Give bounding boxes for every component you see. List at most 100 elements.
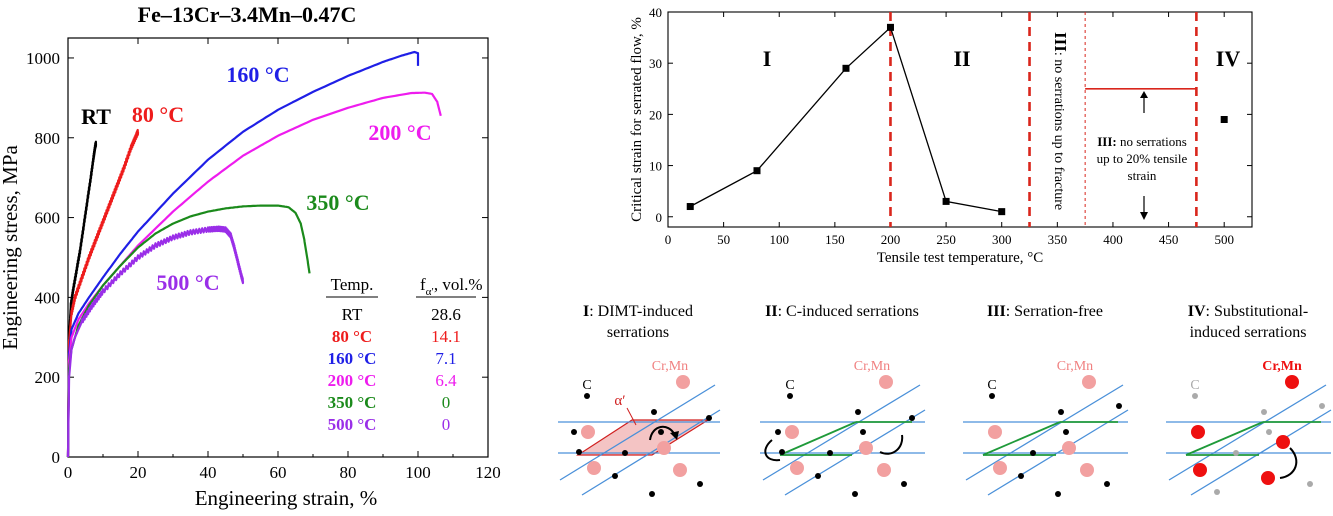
table-fraction-cell: 0 [442,415,451,434]
table-fraction-cell: 7.1 [435,349,456,368]
cr-mn-atoms [1191,375,1299,485]
schematic-panel-IV: C Cr,Mn [1166,359,1332,496]
region-III-note-line1: III: no serrations [1097,134,1187,149]
left-chart-curves [66,50,442,458]
right-x-axis-label: Tensile test temperature, °C [877,250,1044,266]
schematic-I-title: I: DIMT-induced [583,303,693,320]
left-x-axis-label: Engineering strain, % [195,486,378,510]
y-tick-label: 20 [649,107,662,122]
schematic-III-title: III: Serration-free [987,303,1103,320]
critical-strain-point [686,203,694,211]
x-tick-label: 300 [992,232,1012,247]
schematic-III-title-bold: III [987,303,1006,320]
curve-label-RT: RT [81,104,111,129]
carbon-atoms [571,393,712,497]
cr-mn-atoms [785,375,893,477]
x-tick-label: 100 [405,463,431,482]
y-tick-label: 40 [649,5,662,20]
cr-mn-label: Cr,Mn [1262,359,1302,374]
x-tick-label: 80 [340,463,357,482]
curve-label-500: 500 °C [156,270,219,295]
table-temp-cell: RT [342,305,363,324]
y-tick-label: 400 [35,288,61,307]
slip-planes [1166,384,1332,496]
schematic-I-title-bold: I [583,303,589,320]
x-tick-label: 120 [475,463,501,482]
table-fraction-cell: 14.1 [431,327,461,346]
critical-strain-chart: 0 50 100 150 200 250 300 350 400 450 500 0 10 20 30 40 T… [629,5,1253,266]
table-temp-cell: 160 °C [328,349,377,368]
region-label-I: I [763,46,772,71]
right-chart-series [686,23,1228,216]
x-tick-label: 50 [717,232,730,247]
carbon-atoms [1192,393,1325,495]
alpha-prime-region [575,419,711,456]
carbon-label: C [1190,378,1199,393]
x-tick-label: 0 [665,232,672,247]
schematic-II-title-text: : C-induced serrations [778,303,919,320]
schematic-IV-title-line2: induced serrations [1190,324,1307,341]
region-label-II: II [953,46,970,71]
curve-label-80: 80 °C [132,102,184,127]
schematic-I-title-line2: serrations [607,324,669,341]
schematic-III-title-text: : Serration-free [1006,303,1103,320]
table-header-fraction-unit: , vol.% [434,275,483,294]
schematic-IV-title-bold: IV [1188,303,1206,320]
y-tick-label: 200 [35,368,61,387]
table-temp-cell: 350 °C [328,393,377,412]
x-tick-label: 20 [130,463,147,482]
cr-mn-atoms [581,375,690,477]
curve-80 [66,128,140,458]
schematic-II-title-bold: II [765,303,777,320]
table-fraction-cell: 0 [442,393,451,412]
table-header-fraction-sub: α′ [426,286,434,298]
cr-mn-atoms [988,375,1096,477]
left-plot-frame [67,37,489,458]
right-plot-frame [667,11,1253,228]
right-chart-axes: 0 50 100 150 200 250 300 350 400 450 500 0 10 20 30 40 T… [629,5,1253,266]
carbon-label: C [987,378,996,393]
schematic-panel-III: C Cr,Mn [963,359,1129,497]
slip-planes [760,384,926,496]
curve-200 [66,91,442,458]
left-chart-title: Fe–13Cr–3.4Mn–0.47C [138,2,357,27]
alpha-prime-pointer [626,407,637,426]
schematic-I-title-text: : DIMT-induced [589,303,693,320]
region-III-note-bold: III: [1097,134,1117,149]
x-tick-label: 400 [1103,232,1123,247]
critical-strain-point [1220,116,1228,123]
cr-mn-label: Cr,Mn [854,359,890,374]
region-III-note-line3: strain [1128,168,1157,183]
jump-arrowhead-icon [670,431,679,440]
table-temp-cell: 80 °C [332,327,372,346]
x-tick-label: 450 [1159,232,1179,247]
up-arrow-icon [1140,91,1148,113]
alpha-prime-label: α′ [614,393,625,409]
slip-band [982,421,1118,456]
stress-strain-chart: Fe–13Cr–3.4Mn–0.47C 0 20 40 60 80 100 120 0 200 4… [0,2,501,510]
table-fraction-cell: 6.4 [435,371,457,390]
x-tick-label: 0 [64,463,73,482]
region-III-vertical-bold: III [1051,32,1070,52]
table-header-fraction: fα′, vol.% [420,275,482,298]
x-tick-label: 100 [769,232,789,247]
table-header-fraction-main: f [420,275,426,294]
table-temp-cell: 200 °C [328,371,377,390]
table-temp-cell: 500 °C [328,415,377,434]
curve-label-160: 160 °C [226,62,289,87]
right-y-axis-label: Critical strain for serrated flow, % [629,17,645,222]
left-chart-curve-labels: RT 80 °C 160 °C 200 °C 350 °C 500 °C [81,62,431,295]
x-tick-label: 40 [200,463,217,482]
schematic-panel-II: C Cr,Mn [760,359,926,497]
jump-arrow-icon [879,434,904,455]
carbon-atoms [775,393,915,497]
region-III-vertical-note: III: no serrations up to fracture [1051,32,1070,210]
critical-strain-point [842,64,850,72]
down-arrow-icon [1140,196,1148,220]
x-tick-label: 500 [1214,232,1234,247]
table-rows: RT 28.6 80 °C 14.1 160 °C 7.1 200 °C 6.4 350 °C 0… [328,305,461,434]
table-fraction-cell: 28.6 [431,305,461,324]
y-tick-label: 30 [649,56,662,71]
left-chart-axes: 0 20 40 60 80 100 120 0 200 400 600 800 1000 Engineer… [0,37,501,510]
critical-strain-point [753,167,761,175]
